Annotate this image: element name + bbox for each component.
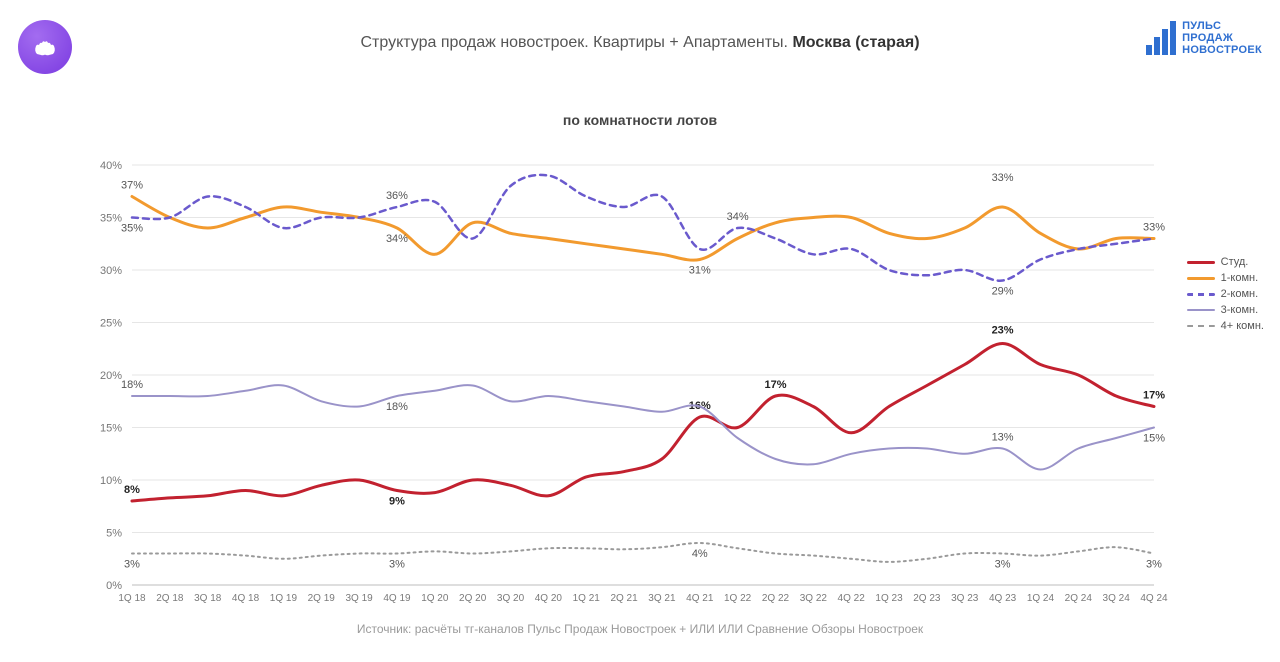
svg-text:35%: 35%	[121, 223, 143, 235]
svg-text:2Q 22: 2Q 22	[762, 593, 790, 604]
svg-text:36%: 36%	[386, 190, 408, 202]
svg-text:1Q 24: 1Q 24	[1027, 593, 1055, 604]
svg-text:18%: 18%	[386, 401, 408, 413]
title-bold: Москва (старая)	[792, 34, 919, 51]
svg-text:3%: 3%	[995, 559, 1011, 571]
svg-text:2Q 19: 2Q 19	[308, 593, 336, 604]
svg-text:2Q 23: 2Q 23	[913, 593, 941, 604]
svg-text:31%: 31%	[689, 265, 711, 277]
svg-text:20%: 20%	[100, 370, 122, 382]
legend-label: 2-комн.	[1221, 288, 1259, 300]
svg-text:23%: 23%	[992, 325, 1014, 337]
svg-text:4Q 20: 4Q 20	[535, 593, 563, 604]
svg-text:30%: 30%	[100, 265, 122, 277]
svg-text:33%: 33%	[992, 172, 1014, 184]
svg-text:2Q 21: 2Q 21	[610, 593, 638, 604]
svg-text:4Q 18: 4Q 18	[232, 593, 260, 604]
svg-text:3Q 23: 3Q 23	[951, 593, 979, 604]
svg-text:17%: 17%	[1143, 390, 1165, 402]
svg-text:13%: 13%	[992, 432, 1014, 444]
page: ПУЛЬС ПРОДАЖ НОВОСТРОЕК Структура продаж…	[0, 0, 1280, 662]
svg-text:4Q 23: 4Q 23	[989, 593, 1017, 604]
line-chart: 0% 5% 10% 15% 20% 25% 30% 35% 40% 1Q 18 2Q 18 3Q 18…	[74, 155, 1250, 615]
svg-text:15%: 15%	[1143, 433, 1165, 445]
legend: Студ. 1-комн. 2-комн. 3-комн. 4+ комн.	[1187, 252, 1264, 336]
svg-text:3Q 20: 3Q 20	[497, 593, 525, 604]
legend-item: 4+ комн.	[1187, 320, 1264, 332]
svg-text:1Q 23: 1Q 23	[875, 593, 903, 604]
svg-text:1Q 19: 1Q 19	[270, 593, 298, 604]
svg-text:9%: 9%	[389, 496, 405, 508]
svg-text:35%: 35%	[100, 213, 122, 225]
footer-source: Источник: расчёты тг-каналов Пульс Прода…	[0, 622, 1280, 636]
svg-text:15%: 15%	[100, 423, 122, 435]
legend-swatch	[1187, 325, 1215, 327]
page-subtitle: по комнатности лотов	[0, 112, 1280, 128]
svg-text:4Q 19: 4Q 19	[383, 593, 411, 604]
legend-swatch	[1187, 293, 1215, 296]
svg-text:0%: 0%	[106, 580, 122, 592]
svg-text:40%: 40%	[100, 160, 122, 172]
legend-swatch	[1187, 277, 1215, 280]
svg-text:3Q 19: 3Q 19	[345, 593, 373, 604]
legend-label: 3-комн.	[1221, 304, 1259, 316]
svg-text:1Q 18: 1Q 18	[118, 593, 146, 604]
chart-container: 0% 5% 10% 15% 20% 25% 30% 35% 40% 1Q 18 2Q 18 3Q 18…	[74, 155, 1250, 615]
svg-text:3Q 18: 3Q 18	[194, 593, 222, 604]
title-prefix: Структура продаж новостроек. Квартиры + …	[360, 34, 792, 51]
legend-swatch	[1187, 261, 1215, 264]
svg-text:10%: 10%	[100, 475, 122, 487]
svg-text:34%: 34%	[386, 233, 408, 245]
svg-text:3Q 24: 3Q 24	[1103, 593, 1131, 604]
legend-label: 1-комн.	[1221, 272, 1259, 284]
svg-text:8%: 8%	[124, 484, 140, 496]
svg-text:5%: 5%	[106, 528, 122, 540]
legend-label: 4+ комн.	[1221, 320, 1264, 332]
svg-text:25%: 25%	[100, 318, 122, 330]
page-title: Структура продаж новостроек. Квартиры + …	[0, 34, 1280, 52]
legend-item: Студ.	[1187, 256, 1264, 268]
svg-text:33%: 33%	[1143, 222, 1165, 234]
svg-text:4Q 22: 4Q 22	[838, 593, 866, 604]
svg-text:1Q 20: 1Q 20	[421, 593, 449, 604]
svg-text:1Q 22: 1Q 22	[724, 593, 752, 604]
svg-text:1Q 21: 1Q 21	[573, 593, 601, 604]
svg-text:37%: 37%	[121, 180, 143, 192]
svg-text:29%: 29%	[992, 286, 1014, 298]
svg-text:3%: 3%	[1146, 559, 1162, 571]
svg-text:3%: 3%	[124, 559, 140, 571]
svg-text:4Q 21: 4Q 21	[686, 593, 714, 604]
svg-text:17%: 17%	[764, 379, 786, 391]
logo-line1: ПУЛЬС	[1182, 20, 1262, 32]
svg-text:4%: 4%	[692, 548, 708, 560]
svg-text:2Q 20: 2Q 20	[459, 593, 487, 604]
legend-item: 2-комн.	[1187, 288, 1264, 300]
legend-item: 3-комн.	[1187, 304, 1264, 316]
svg-text:2Q 24: 2Q 24	[1065, 593, 1093, 604]
svg-text:18%: 18%	[121, 379, 143, 391]
legend-item: 1-комн.	[1187, 272, 1264, 284]
svg-text:34%: 34%	[727, 211, 749, 223]
svg-text:4Q 24: 4Q 24	[1140, 593, 1168, 604]
legend-swatch	[1187, 309, 1215, 311]
svg-text:2Q 18: 2Q 18	[156, 593, 184, 604]
svg-text:3Q 22: 3Q 22	[800, 593, 828, 604]
svg-text:3%: 3%	[389, 559, 405, 571]
legend-label: Студ.	[1221, 256, 1249, 268]
svg-text:3Q 21: 3Q 21	[648, 593, 676, 604]
